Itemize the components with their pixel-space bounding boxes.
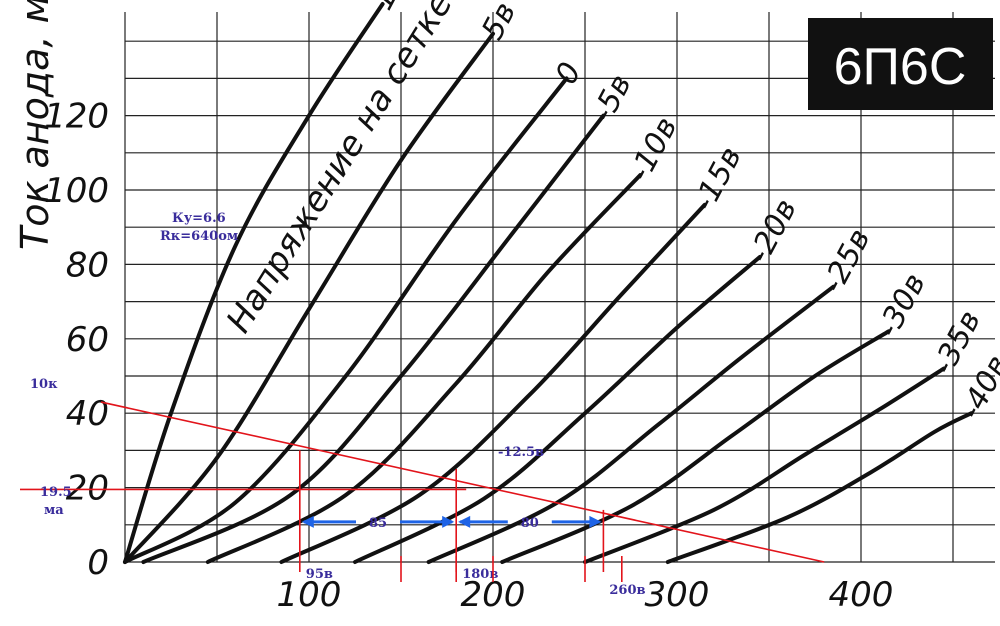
gain-note-ku: Ку=6.6 — [172, 211, 226, 226]
curve-label-1: 5в — [475, 0, 523, 46]
curve-8 — [500, 329, 891, 564]
curve-label-4: -10в — [622, 112, 684, 187]
y-tick-0: 0 — [87, 543, 109, 583]
curve-4 — [205, 173, 643, 564]
grid — [124, 12, 995, 563]
x-tick-100: 100 — [277, 575, 342, 615]
load-line — [100, 401, 825, 563]
swing-arrowhead-right-0 — [442, 515, 455, 528]
swing-arrow-label-0: 85 — [369, 516, 387, 531]
curve-1 — [123, 31, 495, 564]
swing-arrowhead-left-1 — [458, 515, 471, 528]
x-tick-400: 400 — [829, 575, 894, 615]
curve-label-6: -20в — [742, 193, 804, 268]
swing-label-180: 180в — [462, 567, 498, 582]
swing-arrowhead-left-0 — [301, 515, 314, 528]
swing-label-95: 95в — [306, 567, 333, 582]
swing-arrow-label-1: 80 — [521, 516, 539, 531]
load-line-label: 10к — [30, 377, 58, 392]
curve-label-7: -25в — [816, 223, 878, 298]
curve-2 — [123, 76, 569, 564]
curve-0 — [123, 2, 385, 564]
y-tick-120: 120 — [44, 97, 109, 137]
x-tick-300: 300 — [645, 575, 710, 615]
y-tick-80: 80 — [66, 245, 109, 285]
y-tick-40: 40 — [66, 394, 109, 434]
operating-grid-label: -12.5в — [498, 445, 544, 460]
curve-10 — [665, 411, 974, 564]
curve-9 — [583, 366, 946, 564]
tube-title: 6П6С — [834, 38, 967, 96]
y-axis-label: Ток анода, ма — [13, 0, 57, 250]
y-tick-60: 60 — [66, 320, 109, 360]
y-tick-20: 20 — [66, 469, 109, 509]
curve-label-3: -5в — [586, 69, 639, 127]
gain-note-rk: Rк=640ом — [160, 229, 238, 244]
curve-5 — [279, 202, 707, 564]
curve-label-2: 0 — [549, 57, 589, 90]
tube-title-box — [808, 18, 993, 110]
y-tick-100: 100 — [44, 171, 109, 211]
swing-arrowhead-right-1 — [589, 515, 602, 528]
curve-3 — [141, 113, 606, 564]
series-title: Напряжение на сетке — [219, 0, 461, 340]
load-line-analysis: 95в 180в 260в 85 80 — [20, 401, 825, 598]
curve-label-8: -30в — [871, 268, 933, 343]
current-marker-value: 19.5 — [40, 485, 72, 500]
current-marker-unit: ма — [44, 503, 64, 518]
swing-label-260: 260в — [609, 583, 645, 598]
curve-7 — [426, 284, 836, 564]
